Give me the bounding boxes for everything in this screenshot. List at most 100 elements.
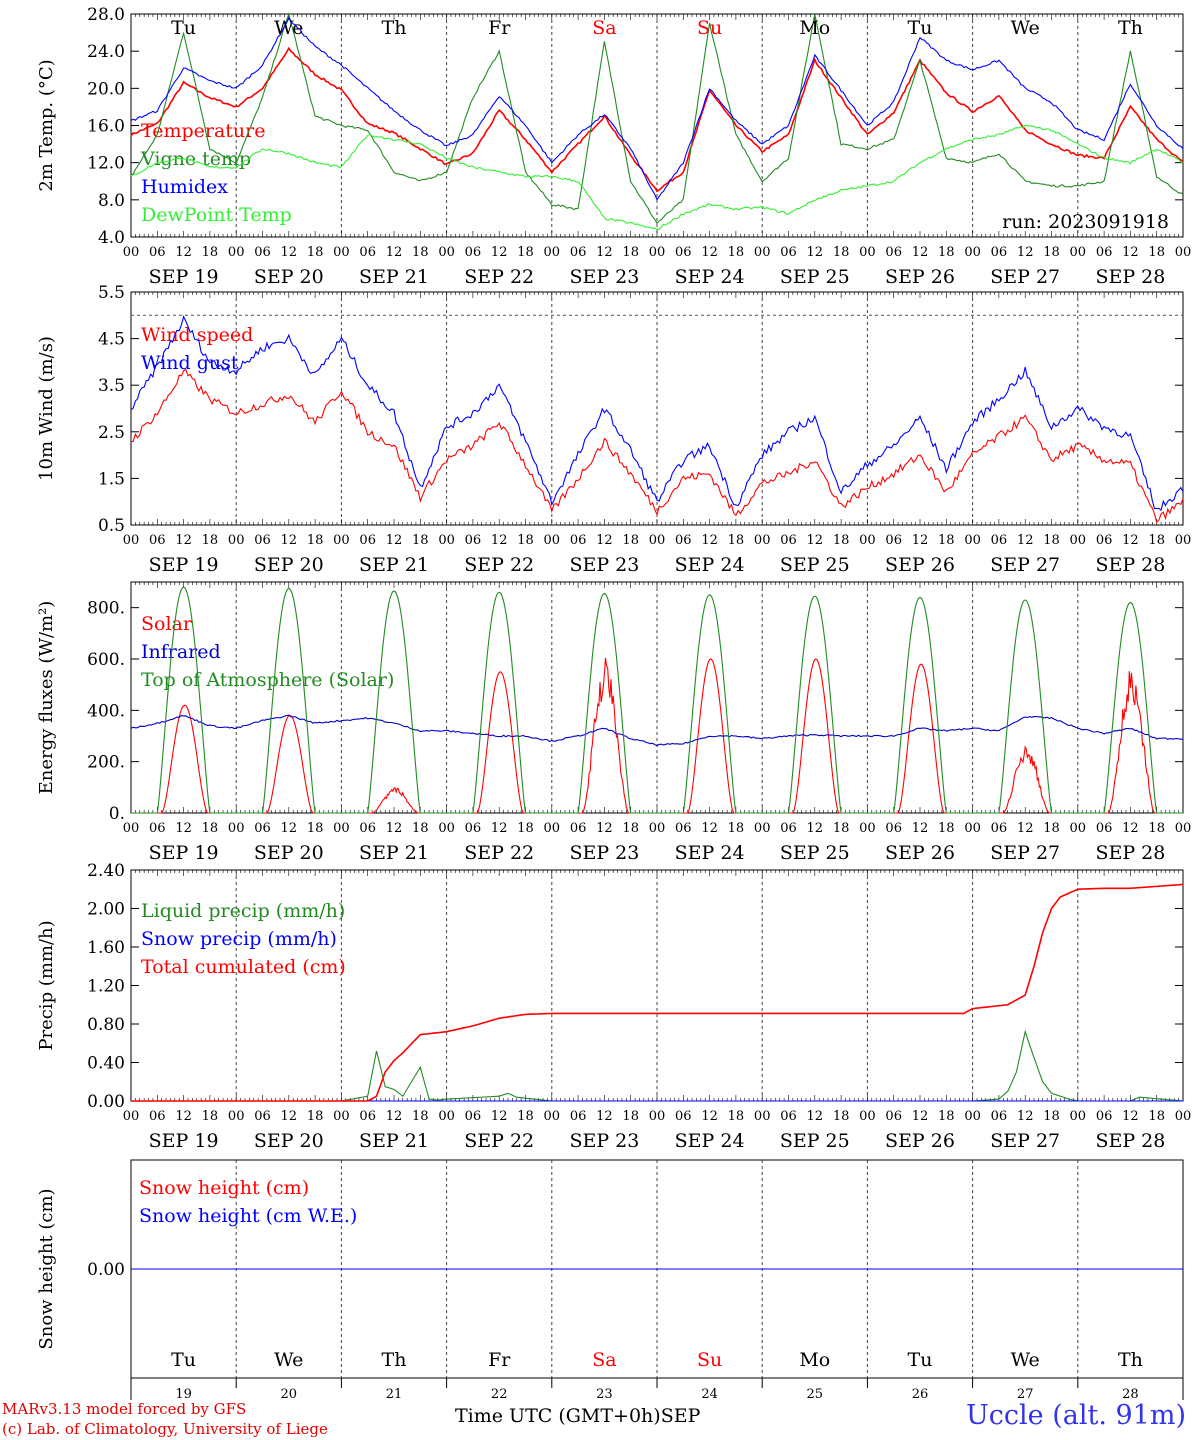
- x-day-number: 21: [386, 1387, 403, 1402]
- x-hour-label: 06: [1096, 533, 1113, 548]
- y-tick-label: 800.: [87, 599, 125, 619]
- x-hour-label: 06: [359, 533, 376, 548]
- x-hour-label: 06: [149, 245, 166, 260]
- x-hour-label: 00: [228, 245, 245, 260]
- x-hour-label: 12: [386, 245, 403, 260]
- x-hour-label: 06: [780, 533, 797, 548]
- x-hour-label: 12: [175, 821, 192, 836]
- day-of-week-label: Th: [1118, 17, 1143, 39]
- x-axis-label: Time UTC (GMT+0h)SEP: [455, 1405, 701, 1427]
- x-hour-label: 12: [807, 1109, 824, 1124]
- x-date-label: SEP 27: [990, 266, 1060, 288]
- x-hour-label: 12: [807, 245, 824, 260]
- x-hour-label: 00: [438, 245, 455, 260]
- x-hour-label: 06: [675, 821, 692, 836]
- x-hour-label: 12: [701, 533, 718, 548]
- series-line: [130, 714, 1183, 747]
- legend-entry: Snow precip (mm/h): [141, 928, 337, 950]
- x-hour-label: 00: [544, 1109, 561, 1124]
- y-tick-label: 5.5: [98, 283, 125, 303]
- x-hour-label: 18: [412, 245, 429, 260]
- x-hour-label: 18: [307, 245, 324, 260]
- day-of-week-label: Th: [382, 1349, 407, 1371]
- x-hour-label: 12: [596, 821, 613, 836]
- x-hour-label: 06: [254, 1109, 271, 1124]
- x-hour-label: 00: [1070, 245, 1087, 260]
- x-hour-label: 18: [202, 821, 219, 836]
- y-tick-label: 4.0: [98, 228, 125, 248]
- y-tick-label: 1.20: [87, 977, 125, 997]
- x-hour-label: 12: [912, 533, 929, 548]
- y-axis-label: Energy fluxes (W/m²): [36, 601, 57, 795]
- day-of-week-label: Mo: [799, 1349, 830, 1371]
- day-of-week-label: Th: [382, 17, 407, 39]
- y-tick-label: 400.: [87, 701, 125, 721]
- x-hour-label: 18: [517, 245, 534, 260]
- station-name: Uccle (alt. 91m): [966, 1400, 1186, 1431]
- x-hour-label: 18: [938, 533, 955, 548]
- x-hour-label: 18: [938, 245, 955, 260]
- x-date-label: SEP 23: [569, 266, 639, 288]
- x-hour-label: 00: [228, 821, 245, 836]
- x-hour-label: 06: [885, 533, 902, 548]
- y-tick-label: 3.5: [98, 376, 125, 396]
- x-date-label: SEP 19: [149, 554, 219, 576]
- x-hour-label: 18: [202, 1109, 219, 1124]
- x-hour-label: 06: [149, 533, 166, 548]
- y-tick-label: 4.5: [98, 330, 125, 350]
- x-hour-label: 12: [912, 821, 929, 836]
- y-tick-label: 0.00: [87, 1260, 125, 1280]
- x-hour-label: 00: [964, 533, 981, 548]
- x-hour-label: 18: [517, 1109, 534, 1124]
- y-axis-label: Precip (mm/h): [36, 920, 57, 1050]
- x-hour-label: 06: [465, 821, 482, 836]
- x-date-label: SEP 24: [675, 554, 745, 576]
- series-line: [130, 12, 1184, 225]
- x-hour-label: 00: [544, 533, 561, 548]
- x-date-label: SEP 23: [569, 554, 639, 576]
- x-hour-label: 12: [1122, 1109, 1139, 1124]
- x-hour-label: 12: [807, 533, 824, 548]
- x-date-label: SEP 22: [464, 842, 534, 864]
- y-tick-label: 0.00: [87, 1092, 125, 1112]
- x-hour-label: 18: [517, 533, 534, 548]
- y-tick-label: 2.00: [87, 900, 125, 920]
- x-hour-label: 12: [1122, 245, 1139, 260]
- x-date-label: SEP 27: [990, 1130, 1060, 1152]
- x-hour-label: 00: [964, 245, 981, 260]
- x-hour-label: 00: [333, 245, 350, 260]
- x-hour-label: 18: [622, 533, 639, 548]
- x-hour-label: 18: [728, 821, 745, 836]
- x-hour-label: 12: [491, 533, 508, 548]
- legend-entry: Infrared: [141, 641, 221, 663]
- x-date-label: SEP 24: [675, 1130, 745, 1152]
- legend-entry: Humidex: [141, 176, 228, 198]
- day-of-week-label: Fr: [488, 17, 511, 39]
- y-tick-label: 600.: [87, 650, 125, 670]
- x-hour-label: 00: [859, 245, 876, 260]
- x-hour-label: 00: [1175, 533, 1192, 548]
- x-date-label: SEP 26: [885, 554, 955, 576]
- series-line: [130, 368, 1184, 524]
- legend-entry: Temperature: [141, 120, 265, 142]
- x-date-label: SEP 23: [569, 1130, 639, 1152]
- x-hour-label: 06: [675, 245, 692, 260]
- legend-entry: Top of Atmosphere (Solar): [141, 669, 394, 691]
- x-hour-label: 18: [728, 533, 745, 548]
- x-hour-label: 00: [754, 245, 771, 260]
- x-hour-label: 00: [438, 1109, 455, 1124]
- x-date-label: SEP 25: [780, 266, 850, 288]
- x-hour-label: 12: [491, 245, 508, 260]
- day-of-week-label: Tu: [171, 1349, 196, 1371]
- day-of-week-label: Fr: [488, 1349, 511, 1371]
- y-tick-label: 0.40: [87, 1054, 125, 1074]
- x-hour-label: 18: [1043, 533, 1060, 548]
- y-axis-label: Snow height (cm): [36, 1188, 57, 1349]
- y-tick-label: 0.80: [87, 1015, 125, 1035]
- x-hour-label: 06: [465, 533, 482, 548]
- x-date-label: SEP 22: [464, 554, 534, 576]
- x-hour-label: 06: [991, 821, 1008, 836]
- x-hour-label: 00: [754, 1109, 771, 1124]
- x-hour-label: 06: [1096, 245, 1113, 260]
- x-date-label: SEP 28: [1095, 554, 1165, 576]
